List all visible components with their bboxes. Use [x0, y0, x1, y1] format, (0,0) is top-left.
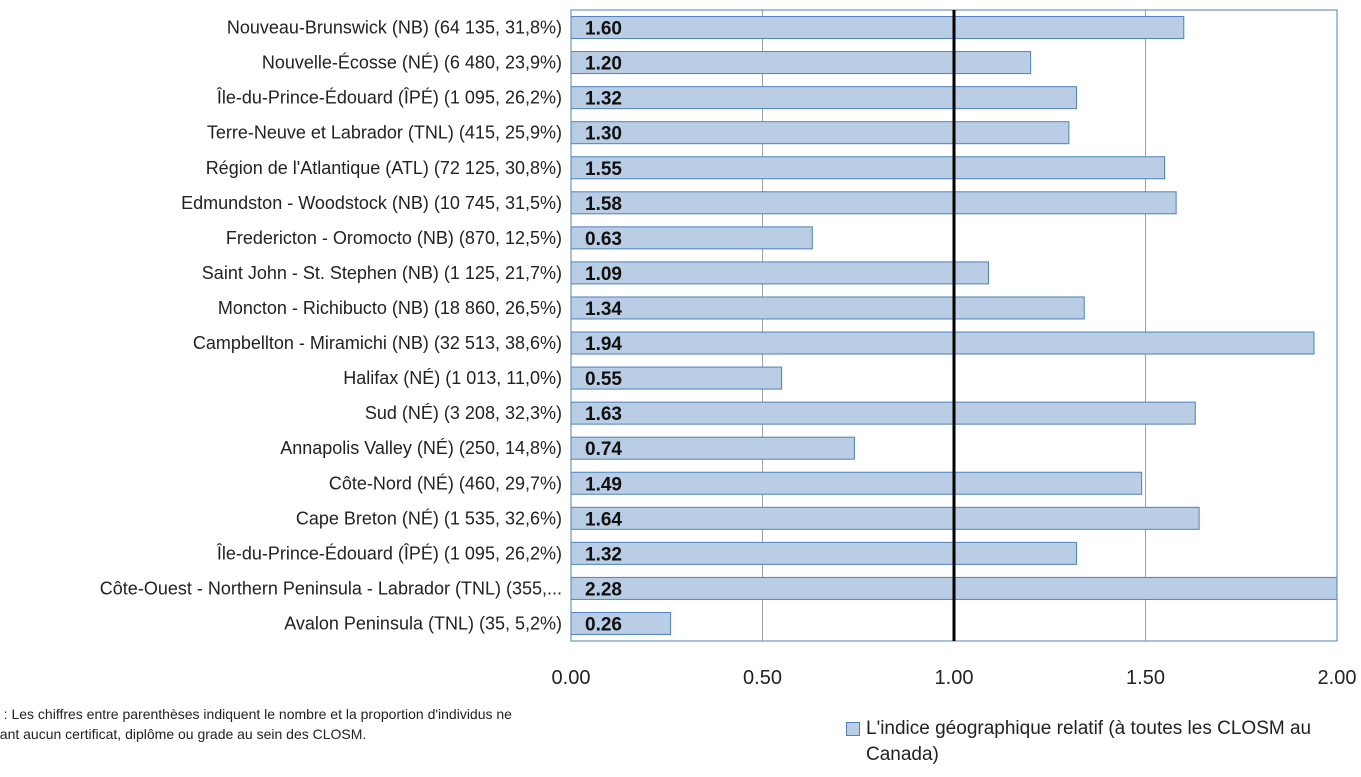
category-label: Moncton - Richibucto (NB) (18 860, 26,5%… — [218, 298, 562, 318]
bar — [570, 471, 1143, 495]
category-label: Côte-Nord (NÉ) (460, 29,7%) — [329, 473, 562, 493]
data-label: 0.26 — [585, 614, 622, 635]
data-label: 1.34 — [585, 299, 622, 320]
category-label: Île-du-Prince-Édouard (ÎPÉ) (1 095, 26,2… — [216, 88, 562, 108]
data-label: 1.32 — [585, 89, 622, 110]
bar — [570, 121, 1070, 145]
data-label: 1.64 — [585, 509, 622, 530]
data-label: 1.49 — [585, 474, 622, 495]
category-label: Annapolis Valley (NÉ) (250, 14,8%) — [280, 438, 562, 458]
x-tick-label: 1.50 — [1126, 667, 1165, 689]
bar — [570, 401, 1196, 425]
data-label: 0.74 — [585, 439, 622, 460]
category-label: Nouvelle-Écosse (NÉ) (6 480, 23,9%) — [262, 53, 562, 73]
data-label: 1.63 — [585, 404, 622, 425]
bar — [570, 296, 1085, 320]
bar — [570, 191, 1177, 215]
data-label: 2.28 — [585, 579, 622, 600]
category-label: Avalon Peninsula (TNL) (35, 5,2%) — [284, 613, 562, 633]
bar — [570, 506, 1200, 530]
category-label: Île-du-Prince-Édouard (ÎPÉ) (1 095, 26,2… — [216, 543, 562, 563]
category-label: Terre-Neuve et Labrador (TNL) (415, 25,9… — [207, 123, 562, 143]
legend-swatch — [846, 722, 860, 736]
data-label: 0.63 — [585, 229, 622, 250]
bar — [570, 86, 1078, 110]
chart-note: e : Les chiffres entre parenthèses indiq… — [0, 706, 512, 742]
category-label: Fredericton - Oromocto (NB) (870, 12,5%) — [226, 228, 562, 248]
data-label: 1.58 — [585, 194, 622, 215]
category-label: Saint John - St. Stephen (NB) (1 125, 21… — [202, 263, 562, 283]
category-label: Cape Breton (NÉ) (1 535, 32,6%) — [296, 508, 562, 528]
x-tick-label: 0.50 — [743, 667, 782, 689]
category-label: Région de l'Atlantique (ATL) (72 125, 30… — [206, 158, 562, 178]
bar — [570, 156, 1166, 180]
bar — [570, 51, 1032, 75]
data-label: 1.94 — [585, 334, 622, 355]
data-label: 1.30 — [585, 124, 622, 145]
data-label: 1.09 — [585, 264, 622, 285]
category-label: Campbellton - Miramichi (NB) (32 513, 38… — [193, 333, 562, 353]
data-label: 1.60 — [585, 19, 622, 40]
legend-label: L'indice géographique relatif (à toutes … — [866, 718, 1312, 765]
bar — [570, 541, 1078, 565]
x-tick-label: 2.00 — [1318, 667, 1357, 689]
data-label: 0.55 — [585, 369, 622, 390]
x-tick-label: 0.00 — [552, 667, 591, 689]
category-label: Edmundston - Woodstock (NB) (10 745, 31,… — [181, 193, 562, 213]
category-label: Côte-Ouest - Northern Peninsula - Labrad… — [100, 578, 562, 598]
data-label: 1.55 — [585, 159, 622, 180]
bar — [570, 16, 1185, 40]
bar — [570, 261, 989, 285]
data-label: 1.20 — [585, 54, 622, 75]
category-label: Sud (NÉ) (3 208, 32,3%) — [365, 403, 562, 423]
bar — [570, 331, 1315, 355]
category-label: Halifax (NÉ) (1 013, 11,0%) — [343, 368, 562, 388]
category-label: Nouveau-Brunswick (NB) (64 135, 31,8%) — [227, 18, 562, 38]
data-label: 1.32 — [585, 544, 622, 565]
x-tick-label: 1.00 — [935, 667, 974, 689]
